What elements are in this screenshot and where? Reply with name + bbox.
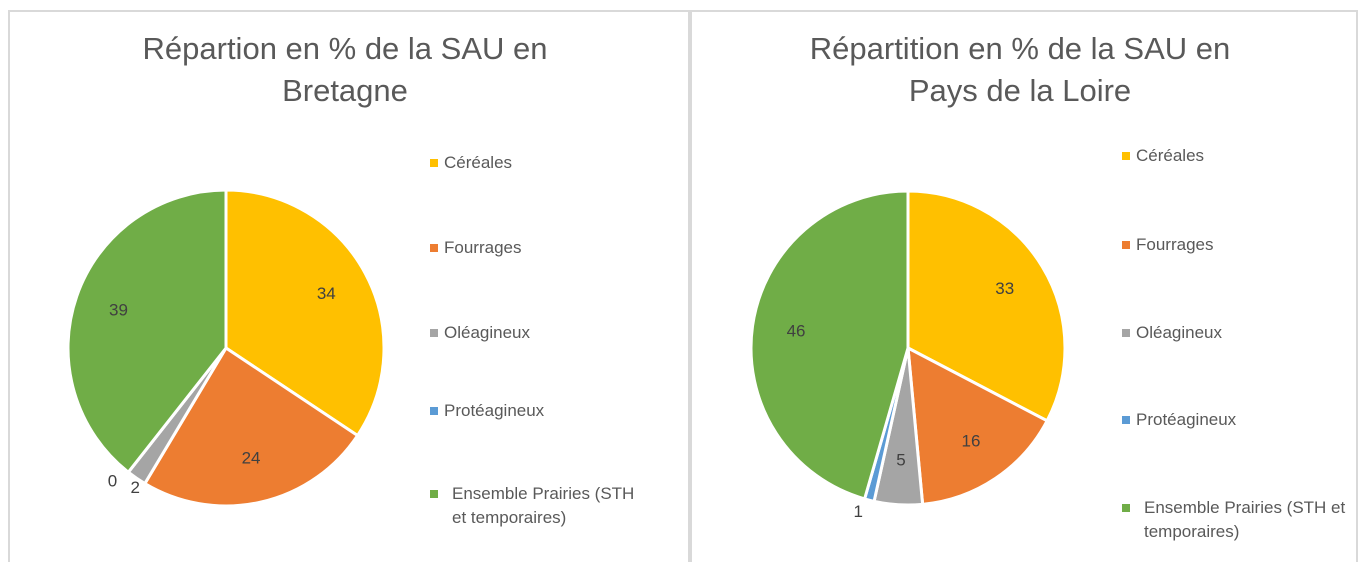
legend-swatch [1122,152,1130,160]
legend-label: Oléagineux [444,323,531,342]
legend-label: Fourrages [444,238,522,257]
legend-swatch [1122,504,1130,512]
legend-swatch [430,407,438,415]
legend-swatch [430,244,438,252]
pie-slice [906,345,1050,506]
data-label: 24 [242,448,261,467]
legend-label: Ensemble Prairies (STH et temporaires) [452,484,635,527]
legend-swatch [430,159,438,167]
legend-label: Céréales [1136,146,1205,165]
pie-slice [142,345,360,508]
data-label: 33 [995,279,1014,298]
data-label: 0 [108,472,117,491]
legend-label: Céréales [444,153,513,172]
legend-swatch [430,329,438,337]
pie-slice [66,188,228,475]
legend-swatch [1122,241,1130,249]
legend-swatch [430,490,438,498]
chart-title: Répartion en % de la SAU en Bretagne [142,31,548,108]
data-label: 1 [854,502,863,521]
data-label: 46 [787,322,806,341]
legend-label: Protéagineux [444,401,545,420]
legend-label: Protéagineux [1136,410,1237,429]
chart-title: Répartition en % de la SAU en Pays de la… [809,31,1231,108]
legend-swatch [1122,416,1130,424]
data-label: 39 [109,300,128,319]
legend-label: Ensemble Prairies (STH et temporaires) [1144,498,1346,541]
legend-swatch [1122,329,1130,337]
pie-slice [906,189,1067,423]
data-label: 2 [131,478,140,497]
data-label: 5 [896,450,905,469]
pie-slice [749,189,910,501]
data-label: 16 [962,431,981,450]
legend-label: Oléagineux [1136,323,1223,342]
legend-label: Fourrages [1136,235,1214,254]
data-label: 34 [317,284,336,303]
